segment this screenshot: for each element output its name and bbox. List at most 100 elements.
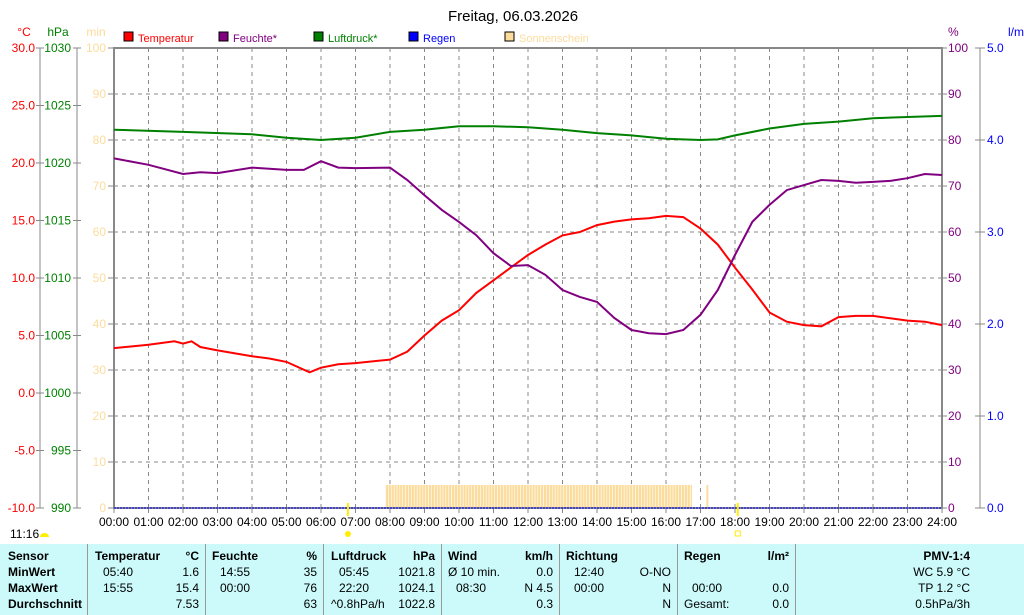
x-tick-label: 03:00 <box>202 515 232 529</box>
header-dir: Richtung <box>566 549 618 563</box>
sunshine-bar <box>676 485 679 508</box>
sunshine-bar <box>561 485 564 508</box>
x-tick-label: 17:00 <box>685 515 715 529</box>
stats-col-press: Luftdruck hPa 05:45 1021.8 22:20 1024.1 ^0.8hP… <box>331 548 435 612</box>
hum-tick-label: 70 <box>948 179 962 193</box>
hum-tick-label: 80 <box>948 133 962 147</box>
sunshine-bar <box>679 485 682 508</box>
cell-wind-value: 0.0 <box>536 565 553 579</box>
sunshine-bar <box>472 485 475 508</box>
sunshine-bar <box>546 485 550 508</box>
sunshine-bar <box>566 485 570 508</box>
cell-rain-time: Gesamt: <box>684 597 730 611</box>
sunshine-bar <box>474 485 478 508</box>
sunshine-bar <box>394 485 397 508</box>
sunshine-bar <box>400 485 403 508</box>
sun-tick-label: 30 <box>93 363 107 377</box>
legend-swatch <box>313 31 324 42</box>
sunshine-bar <box>572 485 575 508</box>
rain-tick-label: 3.0 <box>987 225 1004 239</box>
sunshine-bar <box>658 485 662 508</box>
sun-unit: min <box>86 25 105 39</box>
sunshine-bar <box>541 485 544 508</box>
hum-tick-label: 60 <box>948 225 962 239</box>
sunshine-bar <box>446 485 449 508</box>
sunshine-bar <box>457 485 460 508</box>
cell-dir-time: 00:00 <box>574 581 605 595</box>
hum-tick-label: 90 <box>948 87 962 101</box>
sun-icon <box>344 531 351 537</box>
header-pmv: PMV-1:4 <box>923 549 970 563</box>
hum-tick-label: 100 <box>948 41 968 55</box>
press-tick-label: 1005 <box>44 329 71 343</box>
temp-tick-label: 15.0 <box>12 214 36 228</box>
sunshine-bar <box>423 485 426 508</box>
cell-press-time: ^0.8hPa/h <box>331 597 385 611</box>
legend-label: Temperatur <box>138 33 194 45</box>
cell-temp-time: 15:55 <box>103 581 134 595</box>
sunshine-bar <box>454 485 458 508</box>
sunshine-bar <box>443 485 446 508</box>
x-tick-label: 23:00 <box>892 515 922 529</box>
sunshine-bar <box>578 485 581 508</box>
sun-tick-label: 50 <box>93 271 107 285</box>
x-tick-label: 20:00 <box>789 515 819 529</box>
plot-border <box>113 47 943 509</box>
sunshine-bar <box>428 485 432 508</box>
sunshine-bar <box>633 485 636 508</box>
sunshine-bar <box>451 485 455 508</box>
header-wind: Wind <box>448 549 478 563</box>
sunshine-bar <box>523 485 527 508</box>
cell-dir-value: N <box>662 581 671 595</box>
row-label: MinWert <box>8 565 56 579</box>
sunshine-bar <box>405 485 409 508</box>
sunshine-bar <box>515 485 518 508</box>
sunshine-bar <box>426 485 429 508</box>
sunshine-bar <box>555 485 558 508</box>
header-rain: Regen <box>684 549 721 563</box>
sunshine-bar <box>497 485 501 508</box>
x-tick-label: 04:00 <box>237 515 267 529</box>
sunshine-bar <box>621 485 624 508</box>
sunshine-bar <box>587 485 590 508</box>
hum-tick-label: 20 <box>948 409 962 423</box>
sunshine-bar <box>664 485 667 508</box>
sunshine-bar <box>592 485 596 508</box>
sunshine-bar <box>589 485 593 508</box>
cell-temp-value: 7.53 <box>175 597 199 611</box>
hum-tick-label: 0 <box>948 501 955 515</box>
header-press-unit: hPa <box>412 549 435 563</box>
cell-pmv: WC 5.9 °C <box>913 565 970 579</box>
cell-wind-value: N 4.5 <box>524 581 553 595</box>
cell-temp-value: 1.6 <box>182 565 199 579</box>
press-tick-label: 1030 <box>44 41 71 55</box>
cell-press-value: 1022.8 <box>398 597 435 611</box>
cell-pmv: TP 1.2 °C <box>918 581 970 595</box>
sunshine-bar <box>538 485 541 508</box>
rain-unit: l/m² <box>1008 25 1024 39</box>
temp-tick-label: 25.0 <box>12 99 36 113</box>
weather-cloud-icon <box>40 533 49 537</box>
sunshine-bar <box>535 485 538 508</box>
cell-dir-value: O-NO <box>639 565 671 579</box>
rain-tick-label: 4.0 <box>987 133 1004 147</box>
sunshine-bar <box>635 485 639 508</box>
cell-wind-value: 0.3 <box>536 597 553 611</box>
legend-swatch <box>123 31 134 42</box>
sunshine-bar <box>618 485 621 508</box>
sunshine-bar <box>558 485 561 508</box>
sun-tick-label: 0 <box>99 501 106 515</box>
cell-rain-time: 00:00 <box>692 581 723 595</box>
header-press: Luftdruck <box>331 549 387 563</box>
sunshine-bar <box>706 485 709 508</box>
sunshine-bar <box>604 485 607 508</box>
sunshine-bar <box>492 485 495 508</box>
sunshine-bar <box>656 485 659 508</box>
sunshine-bar <box>681 485 685 508</box>
sunshine-bar <box>607 485 610 508</box>
cell-hum-value: 76 <box>303 581 317 595</box>
row-label: Durchschnitt <box>8 597 83 611</box>
sunshine-bar <box>466 485 469 508</box>
row-label: MaxWert <box>8 581 58 595</box>
rain-tick-label: 5.0 <box>987 41 1004 55</box>
